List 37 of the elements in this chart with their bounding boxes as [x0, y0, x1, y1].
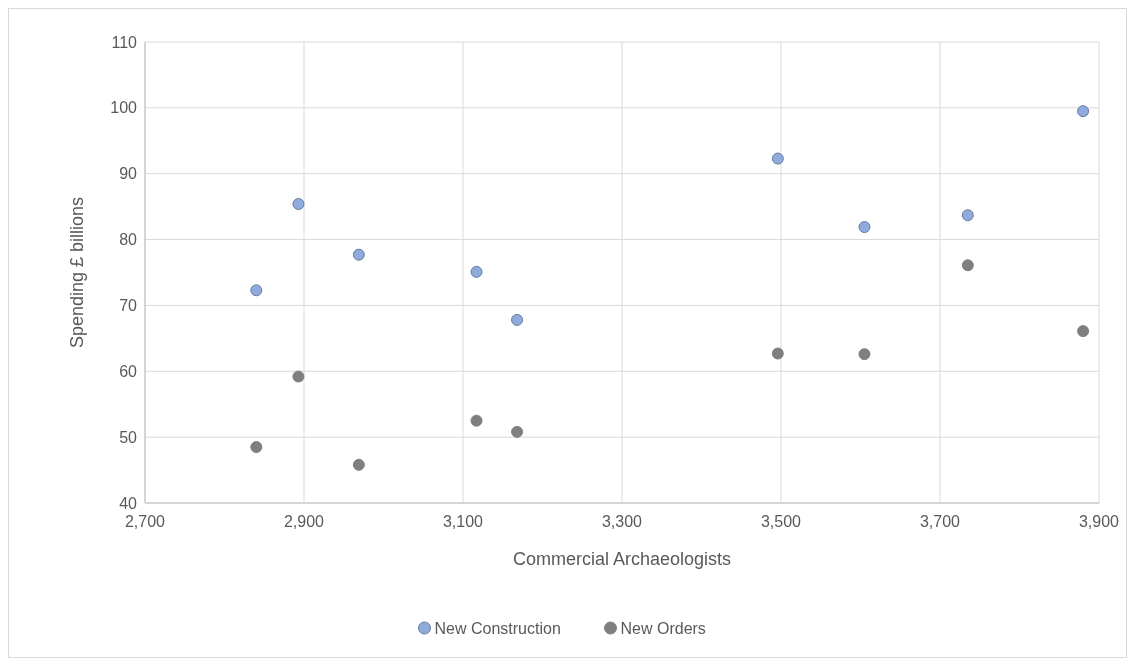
x-tick-label: 3,100 [442, 513, 484, 530]
point [961, 259, 974, 272]
y-tick-label: 90 [119, 165, 138, 183]
x-axis-title: Commercial Archaeologists [512, 549, 732, 569]
point [771, 347, 784, 360]
point [292, 370, 305, 383]
x-tick-label: 3,300 [601, 513, 643, 530]
point [961, 209, 974, 222]
point [292, 198, 305, 210]
x-tick-label: 2,900 [283, 513, 325, 530]
x-tick-label: 3,900 [1078, 513, 1120, 530]
y-tick-label: 40 [119, 494, 138, 512]
point [352, 248, 365, 261]
point [511, 425, 524, 438]
x-tick-label: 3,700 [919, 513, 961, 530]
y-tick-label: 60 [119, 362, 138, 380]
point [1077, 105, 1090, 118]
y-tick-label: 100 [110, 99, 138, 117]
x-tick-label: 3,500 [760, 513, 802, 530]
point [511, 313, 524, 326]
y-tick-label: 110 [111, 33, 138, 51]
y-tick-label: 50 [119, 428, 138, 446]
point [1077, 325, 1090, 338]
y-tick-label: 80 [119, 231, 138, 249]
point [470, 414, 483, 427]
point [470, 265, 483, 278]
point [858, 221, 871, 234]
legend-label: New Orders [620, 619, 706, 637]
y-tick-label: 70 [119, 297, 138, 315]
point [352, 458, 365, 471]
point [250, 441, 263, 454]
point [250, 284, 263, 297]
legend-label: New Construction [434, 619, 561, 637]
point [858, 348, 871, 361]
point [771, 152, 784, 165]
x-tick-label: 2,700 [124, 513, 166, 530]
y-axis-title: Spending £ billions [67, 196, 87, 349]
